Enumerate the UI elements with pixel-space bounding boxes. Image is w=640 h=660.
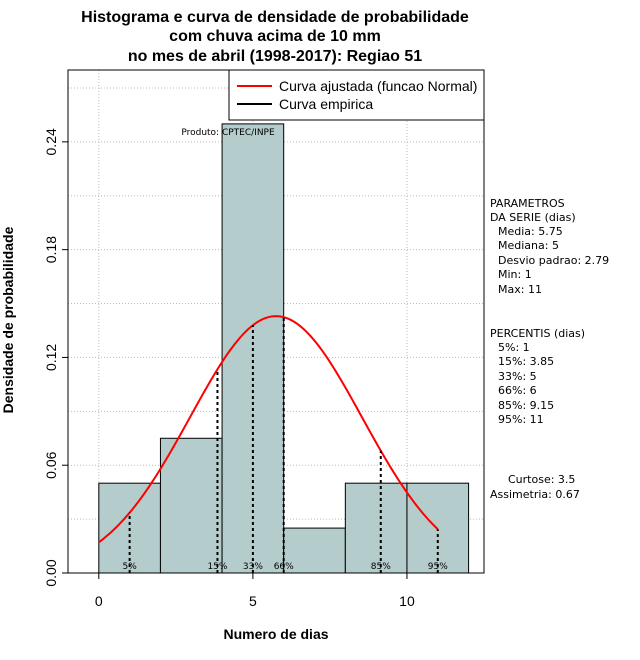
- percentil-95: 95%: 11: [498, 413, 544, 426]
- chart-title-line-3: no mes de abril (1998-2017): Regiao 51: [128, 48, 422, 65]
- y-axis-title: Densidade de probabilidade: [0, 226, 16, 413]
- percentil-33: 33%: 5: [498, 370, 537, 383]
- x-axis-title: Numero de dias: [223, 626, 328, 642]
- y-tick-label: 0.18: [43, 236, 59, 263]
- legend-box: [228, 69, 485, 121]
- y-tick-label: 0.24: [43, 128, 59, 155]
- y-tick-label: 0.00: [43, 559, 59, 586]
- x-tick-label: 0: [95, 593, 103, 609]
- percentil-5: 5%: 1: [498, 341, 530, 354]
- percentil-15: 15%: 3.85: [498, 355, 554, 368]
- stat-curtose: Curtose: 3.5: [508, 473, 575, 486]
- percentile-label-4: 85%: [371, 562, 391, 572]
- legend-label-fitted: Curva ajustada (funcao Normal): [279, 78, 477, 94]
- stat-assimetria: Assimetria: 0.67: [490, 488, 580, 501]
- percentile-label-1: 15%: [207, 562, 227, 572]
- parametros-panel: PARAMETROS DA SERIE (dias) Media: 5.75 M…: [490, 197, 609, 296]
- legend: Curva ajustada (funcao Normal) Curva emp…: [228, 69, 485, 121]
- x-tick-label: 5: [249, 593, 257, 609]
- param-max: Max: 11: [498, 283, 542, 296]
- x-tick-label: 10: [399, 593, 415, 609]
- y-axis: 0.00 0.06 0.12 0.18 0.24: [43, 128, 69, 587]
- legend-label-empirical: Curva empirica: [279, 96, 373, 112]
- percentil-85: 85%: 9.15: [498, 399, 554, 412]
- param-mediana: Mediana: 5: [498, 239, 559, 252]
- chart-title-line-1: Histograma e curva de densidade de proba…: [81, 9, 469, 26]
- histogram-bars: [98, 123, 470, 574]
- percentile-label-2: 33%: [243, 562, 263, 572]
- percentile-label-5: 95%: [428, 562, 448, 572]
- y-tick-label: 0.12: [43, 344, 59, 371]
- histogram-bar-1: [159, 437, 223, 574]
- parametros-heading: PARAMETROS: [490, 197, 565, 210]
- y-tick-label: 0.06: [43, 451, 59, 478]
- product-annotation: Produto: CPTEC/INPE: [181, 128, 275, 138]
- percentis-panel: PERCENTIS (dias) 5%: 1 15%: 3.85 33%: 5 …: [490, 327, 585, 426]
- percentile-lines: 5% 15% 33% 66% 85% 95%: [122, 317, 448, 573]
- percentile-label-0: 5%: [122, 562, 137, 572]
- percentis-heading: PERCENTIS (dias): [490, 327, 585, 340]
- shape-stats-panel: Curtose: 3.5 Assimetria: 0.67: [490, 473, 580, 501]
- parametros-subheading: DA SERIE (dias): [490, 211, 576, 224]
- param-desvio: Desvio padrao: 2.79: [498, 254, 609, 267]
- chart-title: Histograma e curva de densidade de proba…: [81, 9, 469, 65]
- param-min: Min: 1: [498, 268, 532, 281]
- param-media: Media: 5.75: [498, 225, 563, 238]
- histogram-bar-4: [344, 482, 408, 574]
- percentil-66: 66%: 6: [498, 384, 537, 397]
- x-axis: 0 5 10: [95, 572, 415, 609]
- percentile-label-3: 66%: [274, 562, 294, 572]
- chart-title-line-2: com chuva acima de 10 mm: [169, 28, 381, 45]
